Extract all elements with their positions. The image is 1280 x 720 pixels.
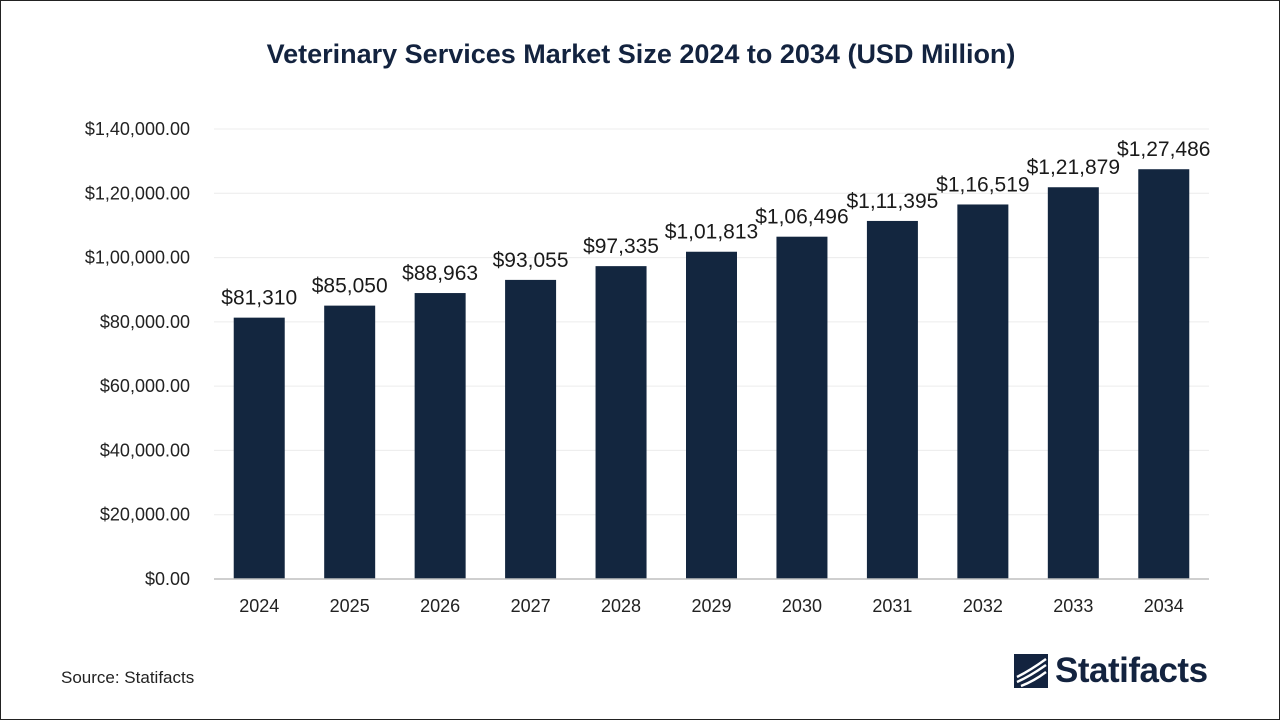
data-label: $81,310 <box>221 287 297 310</box>
data-label: $88,963 <box>402 262 478 285</box>
data-label: $93,055 <box>493 249 569 272</box>
bar <box>957 204 1009 579</box>
statifacts-logo-icon <box>1014 654 1048 688</box>
x-tick-label: 2026 <box>420 596 460 616</box>
brand-name: Statifacts <box>1055 651 1208 690</box>
y-tick-label: $1,20,000.00 <box>85 183 190 203</box>
x-tick-label: 2027 <box>511 596 551 616</box>
x-tick-label: 2032 <box>963 596 1003 616</box>
x-tick-label: 2029 <box>691 596 731 616</box>
bar <box>505 279 557 579</box>
x-tick-label: 2024 <box>239 596 279 616</box>
y-tick-label: $40,000.00 <box>100 440 190 460</box>
bar <box>1047 187 1099 579</box>
data-label: $97,335 <box>583 235 659 258</box>
x-tick-label: 2034 <box>1144 596 1184 616</box>
source-note: Source: Statifacts <box>61 668 195 687</box>
bar <box>1138 169 1190 579</box>
brand-logo[interactable]: Statifacts <box>1013 651 1208 691</box>
bar <box>233 317 285 579</box>
x-tick-label: 2028 <box>601 596 641 616</box>
x-axis-tick-labels: 2024 2025 2026 2027 2028 2029 2030 2031 2032 2033… <box>239 596 1184 616</box>
data-label: $1,11,395 <box>846 190 938 213</box>
y-tick-label: $1,40,000.00 <box>85 119 190 139</box>
bar <box>776 236 828 580</box>
x-tick-label: 2033 <box>1053 596 1093 616</box>
y-tick-label: $80,000.00 <box>100 312 190 332</box>
y-axis-tick-labels: $0.00 $20,000.00 $40,000.00 $60,000.00 $80,0… <box>85 119 190 589</box>
bar <box>324 305 376 579</box>
y-tick-label: $20,000.00 <box>100 505 190 525</box>
data-label: $1,16,519 <box>936 173 1029 196</box>
data-label: $1,21,879 <box>1027 156 1120 179</box>
bar <box>595 266 647 579</box>
data-label: $1,01,813 <box>665 221 758 244</box>
chart-title: Veterinary Services Market Size 2024 to … <box>266 39 1016 69</box>
data-labels: $81,310 $85,050 $88,963 $93,055 $97,335 $1,01… <box>221 138 1210 309</box>
bar <box>686 251 737 579</box>
x-tick-label: 2031 <box>872 596 912 616</box>
bar <box>414 293 466 579</box>
data-label: $1,27,486 <box>1117 138 1210 161</box>
x-tick-label: 2030 <box>782 596 822 616</box>
y-tick-label: $60,000.00 <box>100 376 190 396</box>
y-tick-label: $1,00,000.00 <box>85 248 190 268</box>
bars <box>233 169 1190 580</box>
x-tick-label: 2025 <box>330 596 370 616</box>
bar <box>866 220 918 579</box>
data-label: $85,050 <box>312 275 388 298</box>
y-tick-label: $0.00 <box>145 569 190 589</box>
data-label: $1,06,496 <box>755 206 848 229</box>
